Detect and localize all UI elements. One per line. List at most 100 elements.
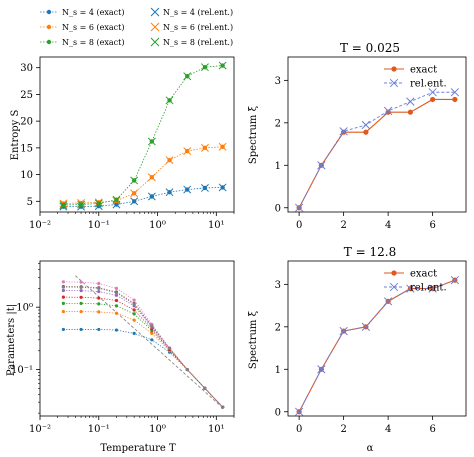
parameter-point — [221, 405, 225, 409]
y-tick-label: 2 — [275, 322, 281, 333]
y-tick-label: 1 — [275, 161, 281, 172]
parameter-point — [114, 304, 119, 308]
data-point-relent — [200, 143, 209, 152]
parameter-point — [114, 298, 119, 303]
legend-entry-ns8-exact: N_s = 8 (exact) — [40, 38, 124, 47]
relent-point — [450, 88, 460, 97]
relent-point — [294, 407, 304, 416]
parameter-point — [114, 293, 119, 297]
data-point-relent — [183, 185, 192, 194]
x-tick-label: 2 — [340, 424, 346, 435]
parameter-point — [132, 302, 136, 306]
parameter-point — [61, 327, 65, 332]
data-point-relent — [130, 176, 139, 185]
x-tick-label: 10¹ — [208, 220, 225, 231]
parameter-point — [132, 308, 136, 312]
data-point-relent — [77, 200, 86, 209]
exact-point — [430, 96, 436, 103]
parameters-panel: 10⁻² 10⁻¹ 10⁰ 10¹ 10⁰ 10⁻¹ — [11, 260, 235, 435]
exact-point — [407, 109, 413, 115]
parameter-point — [167, 346, 172, 350]
relent-point — [317, 365, 326, 374]
parameter-series-line — [63, 286, 223, 408]
data-point-relent — [218, 142, 227, 151]
x-tick-label: 10⁻¹ — [88, 424, 110, 435]
parameter-point — [61, 280, 65, 284]
parameter-point — [150, 331, 154, 335]
x-tick-label: 10⁻² — [29, 220, 51, 231]
data-point-relent — [200, 63, 209, 72]
y-tick-label: 0 — [275, 203, 281, 214]
y-tick-label: 10 — [20, 170, 33, 181]
parameter-point — [150, 338, 154, 342]
legend-label: N_s = 6 (rel.ent.) — [163, 23, 233, 32]
relent-point — [317, 161, 326, 170]
legend-marker-exact — [391, 66, 397, 72]
legend-marker-relent — [389, 78, 399, 88]
entropy-panel: 10⁻² 10⁻¹ 10⁰ 10¹ 5 10 15 20 25 30 — [20, 56, 235, 231]
legend-label: N_s = 8 (rel.ent.) — [163, 38, 233, 47]
spectrum-high-panel: 0 2 4 6 0 1 2 3 exact rel.ent. — [275, 260, 467, 435]
parameter-series-line — [63, 290, 223, 408]
legend-entry-ns4-relent: N_s = 4 (rel.ent.) — [150, 7, 233, 17]
relent-point — [361, 322, 371, 331]
data-point-relent — [59, 201, 68, 210]
parameter-point — [97, 310, 101, 314]
spectrum-high-ylabel: Spectrum ξ — [248, 310, 259, 369]
y-tick-label: 25 — [20, 90, 33, 101]
y-tick-label: 3 — [275, 76, 281, 87]
legend-label: N_s = 8 (exact) — [62, 38, 124, 47]
y-tick-label: 0 — [275, 407, 281, 418]
spectrum-low-panel: 0 2 4 6 0 1 2 3 exact rel.ent. — [275, 56, 467, 231]
y-tick-label: 20 — [20, 117, 33, 128]
parameter-point — [114, 311, 119, 315]
axes-frame — [39, 56, 235, 213]
relent-point — [383, 106, 393, 116]
parameter-point — [79, 309, 83, 314]
y-tick-label: 3 — [275, 280, 281, 291]
data-point-relent — [147, 137, 156, 146]
legend-entry-ns6-relent: N_s = 6 (rel.ent.) — [150, 22, 233, 32]
parameter-point — [132, 318, 136, 322]
data-point-relent — [218, 183, 227, 192]
y-tick-label: 10⁻¹ — [11, 365, 33, 376]
relent-point — [450, 275, 460, 285]
data-point-relent — [147, 173, 156, 182]
legend-label: N_s = 4 (exact) — [62, 8, 124, 17]
parameter-point — [203, 386, 207, 390]
parameter-point — [150, 324, 154, 328]
exact-line — [298, 279, 456, 413]
data-point-relent — [183, 72, 192, 81]
x-tick-label: 6 — [429, 220, 435, 231]
axes-frame — [287, 260, 467, 417]
spectrum-legend: exact rel.ent. — [384, 65, 447, 90]
relent-point — [428, 88, 437, 97]
y-tick-label: 15 — [20, 143, 33, 154]
parameter-point — [185, 367, 189, 372]
y-tick-label: 2 — [275, 118, 281, 129]
data-point-relent — [112, 195, 121, 204]
parameter-point — [114, 286, 119, 291]
entropy-ylabel: Entropy S — [10, 110, 21, 161]
x-tick-label: 0 — [296, 424, 302, 435]
parameter-series-line — [63, 296, 223, 408]
parameter-point — [61, 309, 65, 314]
data-point-relent — [147, 192, 156, 201]
parameter-point — [132, 331, 136, 335]
data-point-relent — [200, 183, 209, 192]
data-point-relent — [183, 147, 192, 156]
series-line — [63, 146, 223, 204]
parameter-point — [114, 328, 119, 332]
data-point-relent — [165, 96, 174, 105]
x-tick-label: 10¹ — [208, 424, 225, 435]
relent-line — [298, 91, 455, 208]
axes-frame — [39, 260, 235, 417]
spectrum-high-title: T = 12.8 — [344, 245, 396, 259]
x-tick-label: 2 — [340, 220, 346, 231]
legend-entry-ns6-exact: N_s = 6 (exact) — [40, 23, 124, 32]
parameters-xlabel: Temperature T — [100, 443, 176, 454]
parameter-point — [79, 285, 83, 289]
parameters-ylabel: Parameters |t| — [6, 304, 17, 376]
x-tick-label: 10⁻¹ — [88, 220, 110, 231]
